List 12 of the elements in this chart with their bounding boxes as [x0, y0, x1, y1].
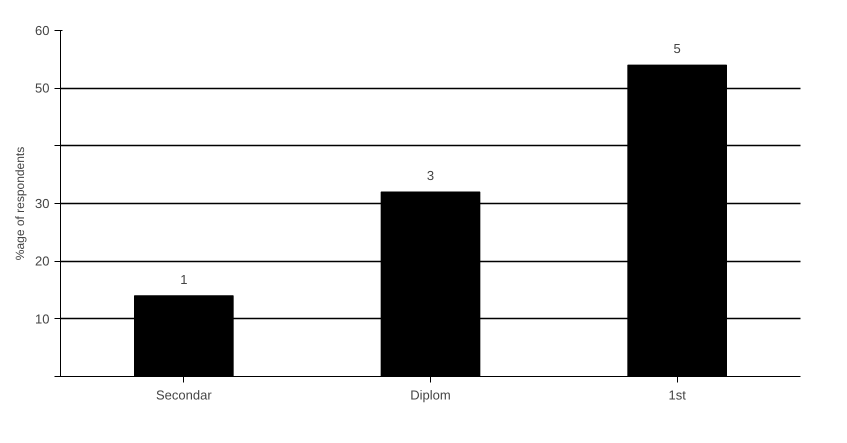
y-tick-label: 60 — [35, 23, 50, 38]
x-tick-label: 1st — [668, 388, 686, 402]
annotation: 1 — [180, 272, 188, 287]
annotation: 3 — [426, 168, 434, 183]
annotation: 5 — [674, 41, 681, 56]
y-tick-label: 30 — [35, 196, 50, 211]
x-tick-label: Secondar — [156, 388, 212, 402]
x-tick-label: Diplom — [410, 388, 451, 402]
y-tick-label: 10 — [35, 311, 50, 326]
y-axis-title: %age of respondents — [13, 146, 28, 260]
y-tick-label: 50 — [35, 80, 50, 96]
y-tick-label: 20 — [35, 254, 50, 269]
